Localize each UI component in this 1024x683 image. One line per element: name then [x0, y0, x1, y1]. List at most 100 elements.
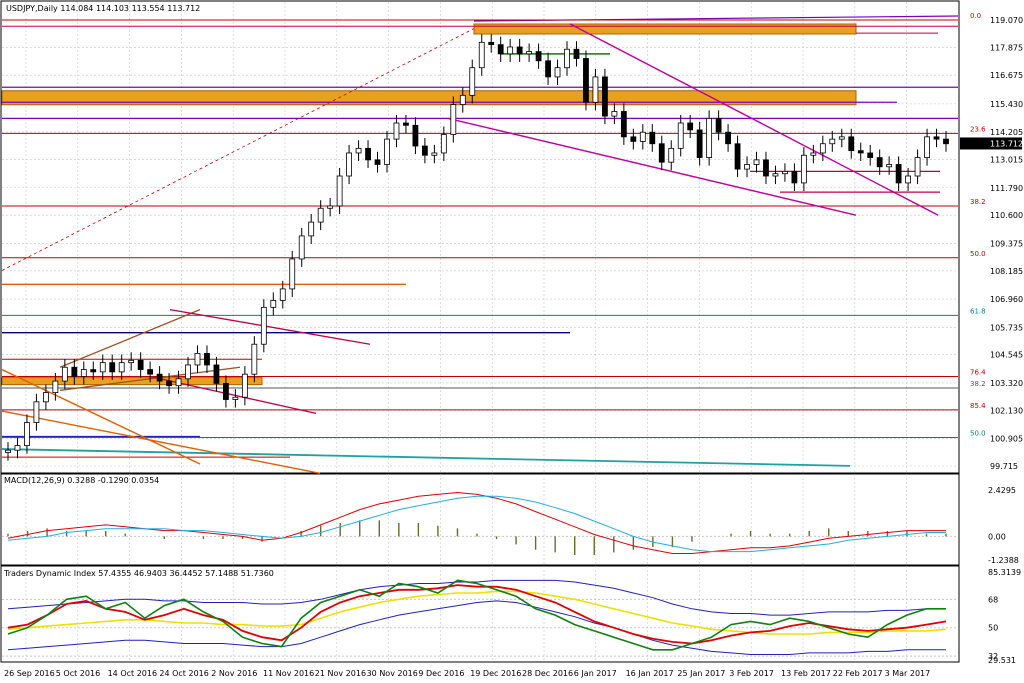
date-label: 25 Jan 2017 — [677, 669, 725, 678]
candle-up — [289, 258, 296, 290]
candle-down — [895, 164, 902, 184]
candle-up — [450, 104, 457, 135]
candle-down — [137, 359, 144, 370]
fib-trend-dashed — [1, 28, 475, 271]
date-label: 6 Jan 2017 — [574, 669, 617, 678]
candle-up — [924, 136, 930, 158]
candle-up — [80, 369, 87, 377]
fib-level-label: 50.0 — [970, 250, 986, 258]
candle-up — [440, 134, 447, 154]
orange-channel-lower — [1, 410, 321, 474]
candle-up — [52, 380, 59, 394]
candle-up — [677, 122, 684, 149]
date-label: 5 Oct 2016 — [56, 669, 100, 678]
candle-up — [838, 136, 845, 140]
candle-up — [478, 41, 485, 69]
candle-up — [393, 122, 400, 140]
price-label: 106.960 — [990, 295, 1023, 304]
candle-up — [279, 288, 286, 301]
date-label: 22 Feb 2017 — [833, 669, 883, 678]
candle-down — [791, 170, 798, 184]
candle-up — [327, 205, 334, 209]
macd-lines — [7, 491, 947, 556]
date-label: 3 Mar 2017 — [885, 669, 931, 678]
candle-up — [829, 138, 836, 145]
candle-down — [365, 147, 371, 161]
candle-up — [232, 396, 239, 400]
drawing-objects: 0.0 23.6 38.2 50.0 61.8 76.4 38.2 85.4 50.0 — [1, 12, 986, 474]
tdi-signal-line — [7, 579, 946, 651]
candle-up — [526, 51, 533, 55]
candle-up — [175, 378, 182, 387]
fib-level-label: 50.0 — [970, 430, 986, 438]
candle-down — [658, 143, 665, 163]
candle-down — [421, 145, 428, 156]
main-title: USDJPY,Daily 114.084 114.103 113.554 113… — [6, 4, 200, 13]
candle-up — [5, 449, 11, 453]
candle-up — [459, 94, 466, 105]
axes: 26 Sep 2016 5 Oct 2016 14 Oct 2016 24 Oct 2… — [4, 16, 1023, 678]
candle-up — [819, 143, 826, 154]
date-label: 26 Sep 2016 — [4, 669, 55, 678]
supply-zone-mid — [1, 90, 857, 106]
candle-down — [166, 380, 172, 387]
candle-up — [61, 366, 68, 382]
candle-down — [867, 152, 874, 158]
candle-down — [374, 159, 381, 165]
fib-level-label: 85.4 — [970, 402, 986, 410]
candle-down — [715, 117, 722, 133]
date-label: 14 Oct 2016 — [108, 669, 157, 678]
date-label: 9 Dec 2016 — [418, 669, 464, 678]
date-label: 28 Dec 2016 — [522, 669, 573, 678]
candle-down — [223, 382, 229, 400]
brown-channel-top — [59, 309, 201, 368]
candle-up — [469, 67, 476, 96]
current-price-label: 113.712 — [990, 139, 1023, 148]
candle-down — [109, 362, 116, 373]
candle-down — [147, 369, 154, 375]
candle-up — [270, 300, 277, 308]
magenta-channel-upper — [169, 309, 371, 345]
tdi-upper-band — [7, 579, 946, 616]
tdi-axis-label: 68 — [988, 595, 998, 604]
candle-up — [507, 46, 514, 55]
candle-down — [412, 124, 419, 147]
date-label: 16 Jan 2017 — [626, 669, 674, 678]
candle-up — [24, 422, 30, 447]
price-label: 115.430 — [990, 100, 1023, 109]
candle-up — [639, 131, 646, 142]
current-price-box — [960, 137, 1022, 150]
macd-panel-frame — [0, 473, 960, 566]
fib-level-label: 61.8 — [970, 307, 986, 315]
price-label: 99.715 — [990, 462, 1018, 471]
candles — [5, 34, 949, 461]
candle-up — [886, 164, 893, 168]
candle-down — [649, 131, 656, 145]
date-label: 30 Nov 2016 — [367, 669, 418, 678]
fib-level-label: 38.2 — [970, 380, 986, 388]
date-label: 3 Feb 2017 — [729, 669, 774, 678]
candle-down — [213, 364, 220, 384]
tdi-rsi-line — [7, 584, 947, 645]
candle-down — [403, 122, 409, 126]
candle-up — [346, 152, 352, 177]
price-label: 113.015 — [990, 156, 1023, 165]
tdi-title: Traders Dynamic Index 57.4355 46.9403 36… — [3, 569, 274, 578]
price-label: 105.735 — [990, 323, 1023, 332]
macd-signal-line — [7, 495, 946, 553]
falling-wedge-upper — [569, 23, 939, 216]
candle-down — [848, 136, 855, 152]
candle-up — [118, 362, 125, 373]
price-label: 114.205 — [990, 128, 1023, 137]
candle-up — [308, 221, 315, 237]
macd-axis-label: 2.4295 — [988, 486, 1016, 495]
candle-down — [516, 46, 523, 55]
falling-wedge-lower — [447, 117, 857, 216]
candle-up — [317, 207, 324, 223]
tdi-axis-label: 29.531 — [988, 656, 1016, 665]
candle-up — [914, 157, 921, 177]
price-label: 116.675 — [990, 71, 1023, 80]
candle-down — [943, 138, 949, 145]
